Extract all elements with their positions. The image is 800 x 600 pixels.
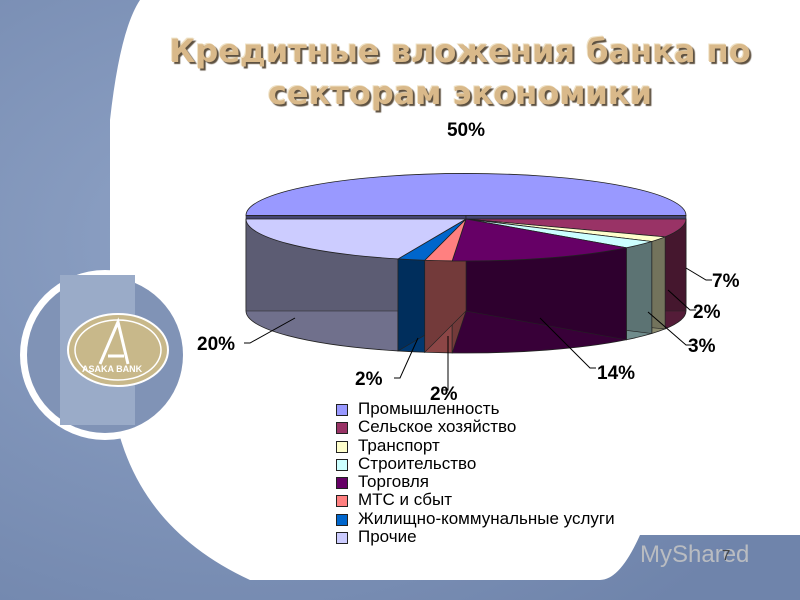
legend-label: МТС и сбыт <box>358 490 453 510</box>
legend-label: Промышленность <box>358 399 500 418</box>
data-label-4: 3% <box>688 336 716 357</box>
pie-slice-8 <box>245 218 468 260</box>
data-label-8: 20% <box>197 334 235 355</box>
legend-swatch <box>336 422 348 435</box>
data-label-2: 7% <box>712 271 740 292</box>
chart-title-line-2: секторам экономики <box>267 74 653 112</box>
leader-line-6 <box>442 336 449 391</box>
leader-line-8 <box>244 317 296 344</box>
legend-swatch <box>336 495 348 508</box>
legend-label: Прочие <box>358 527 417 547</box>
legend-swatch <box>336 513 348 526</box>
pie-slice-5 <box>451 218 627 262</box>
legend-swatch <box>336 532 348 545</box>
data-label-7: 2% <box>355 369 383 390</box>
legend-label: Строительство <box>358 453 477 473</box>
data-label-1: 50% <box>447 120 485 141</box>
legend-swatch <box>336 404 348 416</box>
legend-label: Сельское хозяйство <box>358 417 517 437</box>
page-number: 7 <box>722 547 731 564</box>
chart-title: Кредитные вложения банка по секторам эко… <box>150 30 770 114</box>
logo-text: ASAKA BANK <box>82 364 143 374</box>
chart-title-line-1: Кредитные вложения банка по <box>169 32 751 70</box>
legend-swatch <box>336 477 348 490</box>
data-label-5: 14% <box>597 363 635 384</box>
data-label-3: 2% <box>693 302 721 323</box>
leader-line-4 <box>647 311 692 346</box>
data-label-6: 2% <box>430 384 458 405</box>
legend-swatch <box>336 440 348 453</box>
leader-line-5 <box>539 317 596 369</box>
leader-line-3 <box>667 289 696 311</box>
footer-watermark: MyShared <box>640 541 750 568</box>
leader-line-7 <box>394 337 419 379</box>
legend-label: Транспорт <box>358 435 440 455</box>
legend-label: Жилищно-коммунальные услуги <box>358 508 615 528</box>
legend-label: Торговля <box>358 472 430 492</box>
pie-slice-1 <box>245 173 687 216</box>
legend-swatch <box>336 458 348 471</box>
leader-line-2 <box>685 267 712 281</box>
